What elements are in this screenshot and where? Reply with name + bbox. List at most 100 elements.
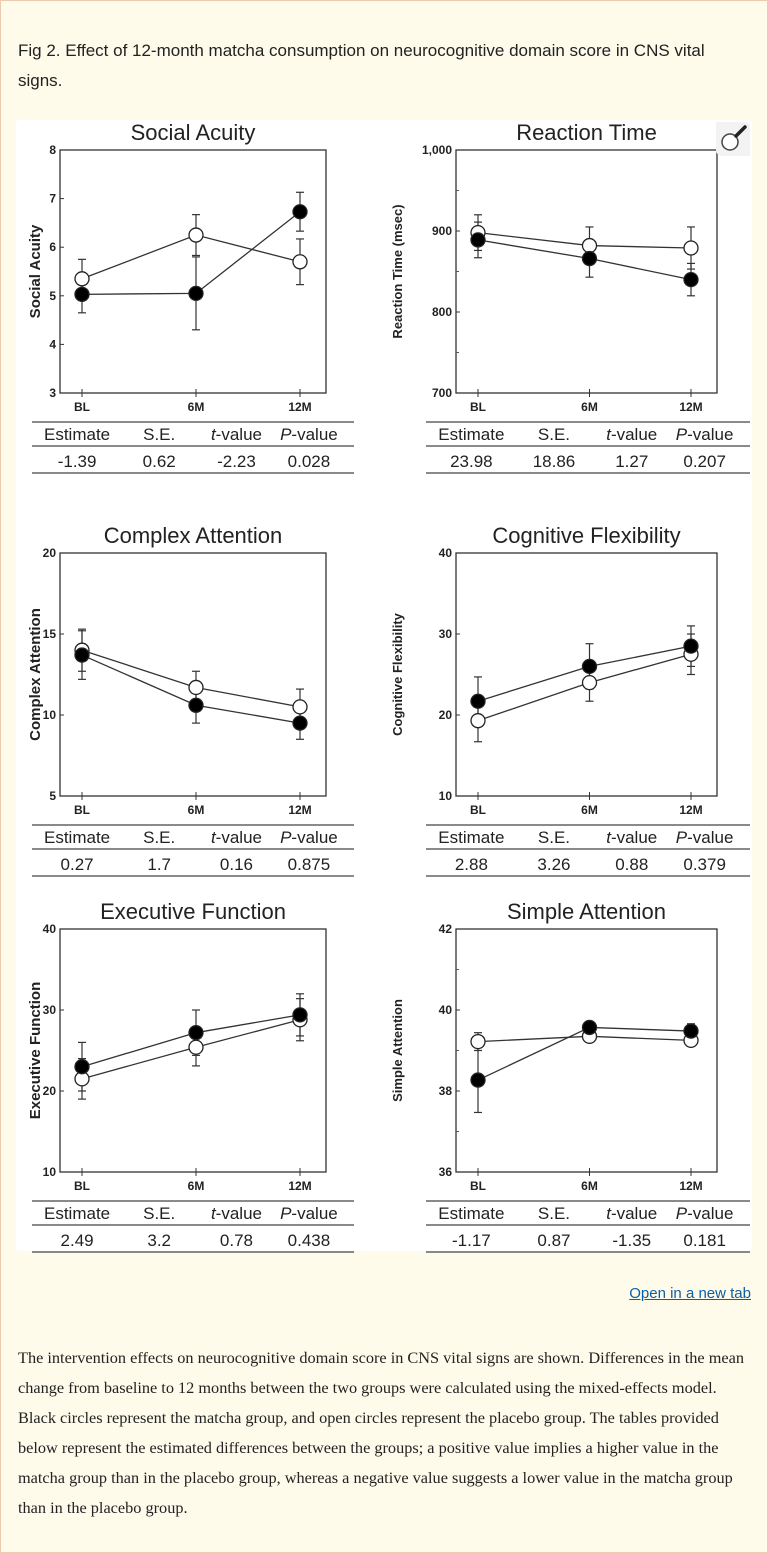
placebo-point <box>74 271 90 287</box>
table-header-rest: -value <box>687 425 733 444</box>
chart-title: Social Acuity <box>131 120 256 145</box>
table-header-italic: t <box>606 1204 612 1223</box>
y-tick-label: 800 <box>432 305 452 319</box>
placebo-series-line <box>81 234 301 280</box>
table-header-italic: P <box>280 425 292 444</box>
chart-svg: Reaction Time 700 800 900 1,000 Reaction Time… <box>390 120 750 474</box>
table-header: Estimate <box>438 425 504 444</box>
table-header: t-value <box>606 828 657 847</box>
table-header-rest: -value <box>291 828 337 847</box>
table-header-italic: P <box>280 828 292 847</box>
placebo-point <box>581 674 598 691</box>
y-tick-label: 1,000 <box>422 143 452 157</box>
table-value: 0.16 <box>220 855 253 874</box>
table-value: 23.98 <box>450 452 493 471</box>
panel-reaction-time: Reaction Time 700 800 900 1,000 Reaction Time… <box>384 120 752 490</box>
magnifier-icon[interactable] <box>716 122 750 156</box>
matcha-point <box>470 693 486 709</box>
x-tick-label: 6M <box>188 803 205 817</box>
plot-frame <box>59 552 327 797</box>
table-header-rest: -value <box>291 1204 337 1223</box>
chart-title: Cognitive Flexibility <box>492 523 680 548</box>
table-value: 1.27 <box>615 452 648 471</box>
figure[interactable]: Social Acuity 3 4 5 6 7 8 Social Acuity BL 6M 12M E… <box>16 120 752 1253</box>
y-tick-label: 10 <box>439 789 453 803</box>
matcha-point <box>470 1072 486 1088</box>
table-value: 2.49 <box>61 1231 94 1250</box>
x-tick-label: 12M <box>288 1179 311 1193</box>
table-header: S.E. <box>143 828 175 847</box>
matcha-point <box>188 285 204 302</box>
table-value: 0.875 <box>288 855 331 874</box>
table-header-rest: -value <box>611 425 657 444</box>
matcha-point <box>74 647 90 663</box>
table-header: t-value <box>211 1204 262 1223</box>
x-tick-label: 12M <box>679 400 702 414</box>
table-header-rest: -value <box>687 828 733 847</box>
x-tick-label: 12M <box>679 1179 702 1193</box>
x-tick-label: 6M <box>581 400 598 414</box>
table-value: 18.86 <box>533 452 576 471</box>
table-header: Estimate <box>44 425 110 444</box>
y-tick-label: 40 <box>439 546 453 560</box>
table-header: Estimate <box>44 1204 110 1223</box>
chart-svg: Executive Function 10 20 30 40 Executive Func… <box>27 899 354 1253</box>
y-tick-label: 30 <box>43 1003 57 1017</box>
matcha-point <box>683 271 699 288</box>
x-tick-label: 12M <box>288 803 311 817</box>
y-tick-label: 38 <box>439 1084 453 1098</box>
table-header: S.E. <box>538 1204 570 1223</box>
y-axis-label: Reaction Time (msec) <box>390 204 405 338</box>
y-tick-label: 3 <box>49 386 56 400</box>
table-value: 3.26 <box>537 855 570 874</box>
y-tick-label: 700 <box>432 386 452 400</box>
table-header: t-value <box>606 1204 657 1223</box>
table-value: 3.2 <box>147 1231 171 1250</box>
y-tick-label: 20 <box>43 546 57 560</box>
matcha-point <box>581 250 598 267</box>
plot-frame <box>455 149 718 394</box>
table-value: -2.23 <box>217 452 256 471</box>
table-header: P-value <box>280 828 338 847</box>
table-value: -1.17 <box>452 1231 491 1250</box>
x-tick-label: 12M <box>288 400 311 414</box>
matcha-point <box>292 715 308 731</box>
table-header: P-value <box>280 1204 338 1223</box>
y-tick-label: 36 <box>439 1165 453 1179</box>
y-tick-label: 5 <box>49 289 56 303</box>
table-value: 1.7 <box>147 855 171 874</box>
table-value: 0.78 <box>220 1231 253 1250</box>
matcha-point <box>292 1007 308 1023</box>
table-header: S.E. <box>143 1204 175 1223</box>
table-value: 0.87 <box>537 1231 570 1250</box>
y-tick-label: 5 <box>49 789 56 803</box>
table-header: t-value <box>211 425 262 444</box>
placebo-series-line <box>81 649 301 708</box>
y-tick-label: 4 <box>49 337 56 351</box>
x-tick-label: BL <box>74 1179 90 1193</box>
panel-complex-attention: Complex Attention 5 10 15 20 Complex Attentio… <box>16 523 384 893</box>
table-value: 0.27 <box>61 855 94 874</box>
matcha-point <box>581 1019 598 1036</box>
table-header: S.E. <box>538 828 570 847</box>
y-tick-label: 42 <box>439 922 453 936</box>
table-header: P-value <box>280 425 338 444</box>
matcha-series-line <box>81 1014 301 1068</box>
placebo-point <box>188 227 204 243</box>
table-value: 0.88 <box>615 855 648 874</box>
table-header-italic: P <box>676 425 688 444</box>
chart-svg: Cognitive Flexibility 10 20 30 40 Cognitive F… <box>390 523 750 877</box>
matcha-series-line <box>477 645 692 702</box>
plot-frame <box>455 552 718 797</box>
placebo-point <box>188 1039 204 1055</box>
placebo-point <box>581 237 598 254</box>
table-header: P-value <box>676 1204 734 1223</box>
y-tick-label: 6 <box>49 240 56 254</box>
y-tick-label: 40 <box>43 922 57 936</box>
table-value: 0.379 <box>683 855 726 874</box>
panel-simple-attention: Simple Attention 36 38 40 42 Simple Attention… <box>384 899 752 1269</box>
table-header-rest: -value <box>291 425 337 444</box>
table-value: 0.207 <box>683 452 726 471</box>
x-tick-label: 12M <box>679 803 702 817</box>
open-in-new-tab-link[interactable]: Open in a new tab <box>629 1285 751 1302</box>
